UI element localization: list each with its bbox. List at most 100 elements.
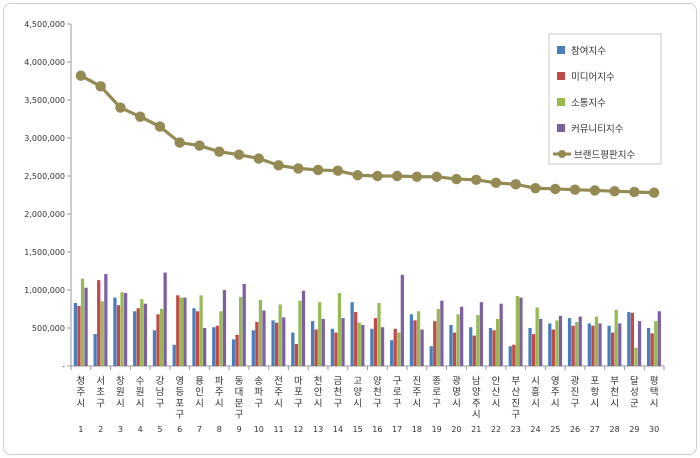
legend-label: 커뮤니티지수 [571,124,624,135]
rank-label: 2 [98,425,103,434]
category-label-char: 명 [452,387,461,398]
category-label-char: 구 [294,398,303,409]
rank-label: 24 [530,425,540,434]
category-label-char: 구 [333,398,342,409]
y-tick-label: 3,000,000 [24,134,65,143]
bar [310,321,315,366]
bar [627,312,631,366]
bar [393,328,397,366]
rank-label: 6 [177,425,182,434]
rank-label: 5 [157,425,162,434]
bar [377,302,381,366]
bar [488,328,493,366]
rank-label: 26 [570,425,580,434]
bar [330,328,334,366]
rank-label: 20 [451,425,461,434]
bar [77,305,81,366]
rank-label: 13 [313,425,323,434]
category-label-char: 로 [432,387,441,398]
category-label-char: 등 [175,387,184,398]
bar [548,323,552,366]
bar [314,329,318,366]
category-label-char: 용 [195,376,204,387]
bar [239,296,243,366]
bar [413,320,417,366]
bar [163,272,167,366]
bar [575,321,579,366]
category-label-char: 시 [353,398,362,409]
line-point [589,185,601,196]
bar [390,340,394,366]
category-label-char: 시 [116,398,125,409]
category-label-char: 구 [235,410,244,421]
category-label-char: 파 [254,387,263,398]
category-label-char: 달 [630,375,639,387]
category-label-char: 군 [630,398,639,409]
line-point [75,70,87,81]
category-label-char: 시 [492,398,501,409]
rank-label: 4 [138,425,143,434]
category-label-char: 부 [610,376,619,387]
bar [337,293,342,366]
line-point [648,187,660,198]
category-label-char: 종 [432,376,441,387]
line-point [391,170,403,182]
legend-label: 브랜드평판지수 [574,150,635,161]
bar [192,308,196,366]
bar [278,304,282,366]
category-label-char: 인 [195,387,204,398]
legend-box [548,33,662,165]
bar [637,321,642,366]
category-label-char: 천 [373,387,382,398]
bar [334,332,338,366]
category-label-char: 구 [156,398,165,409]
line-point [372,170,383,182]
category-label-char: 마 [294,376,303,387]
bar [567,318,572,366]
bar [350,302,354,366]
line-point [194,140,205,151]
bar [598,323,602,366]
category-label-char: 시 [274,398,283,409]
bar [156,314,160,366]
category-label-char: 시 [413,398,422,409]
bar [104,274,108,366]
bar [460,306,464,366]
category-label-char: 주 [215,387,224,398]
category-label-char: 시 [650,398,659,409]
line-point [451,173,462,185]
category-label-char: 산 [492,387,501,398]
category-label-char: 포 [590,376,599,387]
bar [133,311,137,366]
bar [452,332,457,366]
line-point [490,177,502,189]
category-label-char: 포 [175,398,184,409]
bar [113,297,117,366]
category-label-char: 구 [393,398,402,409]
bar [179,297,183,366]
bar [255,321,259,366]
category-label-char: 구 [175,410,184,421]
rank-label: 18 [412,425,422,434]
bar [512,344,516,366]
rank-label: 12 [293,425,303,434]
bar [440,300,444,366]
bar [476,315,480,366]
bar [251,330,255,366]
line-point [510,179,521,190]
rank-label: 29 [629,425,639,434]
bar [136,308,140,366]
bar [492,330,496,366]
category-label-char: 구 [96,398,105,409]
